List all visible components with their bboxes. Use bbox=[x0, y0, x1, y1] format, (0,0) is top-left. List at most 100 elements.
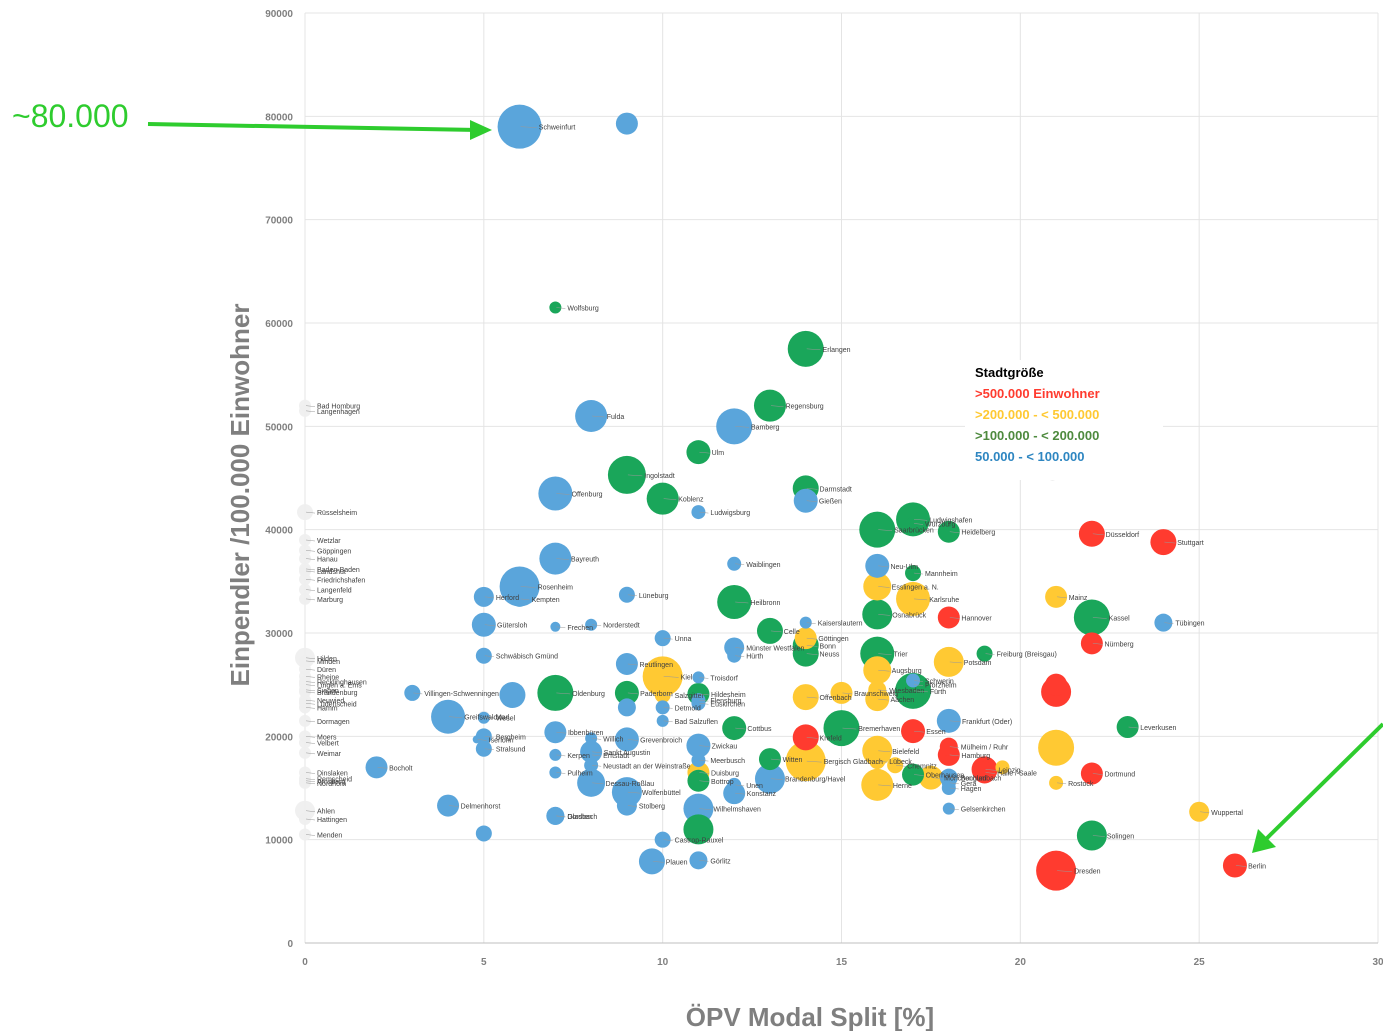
bubble-leader-line bbox=[699, 703, 709, 705]
bubble bbox=[918, 765, 943, 790]
bubble bbox=[475, 825, 492, 842]
bubble-label: Velbert bbox=[317, 741, 339, 748]
bubble-leader-line bbox=[735, 727, 746, 730]
bubble-label: Erlangen bbox=[823, 347, 851, 354]
bubble-leader-line bbox=[305, 752, 316, 755]
bubble-label: Oberhausen bbox=[926, 773, 965, 780]
bubble-leader-line bbox=[305, 668, 316, 671]
bubble bbox=[299, 552, 311, 565]
bubble-leader-line bbox=[770, 778, 783, 780]
bubble-leader-line bbox=[663, 637, 673, 640]
bubble-label: Regensburg bbox=[786, 404, 824, 411]
bubble-label: Delmenhorst bbox=[461, 804, 501, 811]
bubble bbox=[973, 761, 996, 784]
bubble-label: Bayreuth bbox=[571, 557, 599, 564]
bubble-label: Wiesbaden bbox=[889, 688, 924, 695]
bubble-leader-line bbox=[1200, 811, 1210, 814]
bubble-label: Baden-Baden bbox=[317, 567, 360, 574]
bubble-leader-line bbox=[556, 815, 566, 818]
bubble bbox=[299, 573, 311, 586]
bubble-leader-line bbox=[878, 565, 889, 568]
bubble-leader-line bbox=[699, 772, 710, 774]
bubble-leader-line bbox=[305, 550, 316, 552]
bubble bbox=[575, 400, 608, 432]
bubble-label: Mainz bbox=[1069, 595, 1088, 602]
bubble bbox=[683, 814, 714, 845]
bubble bbox=[299, 746, 311, 759]
y-tick-label: 70000 bbox=[265, 216, 293, 227]
bubble bbox=[793, 488, 818, 513]
bubble-leader-line bbox=[806, 500, 817, 502]
bubble-leader-line bbox=[305, 405, 316, 407]
bubble-leader-line bbox=[878, 750, 891, 753]
bubble-leader-line bbox=[484, 655, 494, 657]
x-tick-label: 10 bbox=[657, 957, 669, 968]
bubble-leader-line bbox=[305, 780, 316, 783]
bubble-leader-line bbox=[806, 637, 817, 640]
bubble-leader-line bbox=[806, 622, 816, 624]
bubble-leader-line bbox=[949, 782, 959, 785]
x-tick-label: 5 bbox=[481, 957, 487, 968]
legend-item-yellow: >200.000 - < 500.000 bbox=[975, 407, 1099, 422]
bubble-label: Hürth bbox=[746, 654, 763, 661]
bubble-label: Bocholt bbox=[389, 765, 412, 772]
bubble-leader-line bbox=[627, 692, 639, 695]
bubble-label: Kiel bbox=[681, 674, 693, 681]
bubble-leader-line bbox=[556, 493, 570, 495]
bubble-label: Berlin bbox=[1248, 864, 1266, 871]
bubble-label: Hannover bbox=[961, 616, 992, 623]
bubble-label: Bremerhaven bbox=[858, 726, 900, 733]
y-axis-ticks: 0 10000 20000 30000 40000 50000 60000 70000 8000… bbox=[265, 9, 293, 950]
bubble-leader-line bbox=[806, 760, 822, 763]
bubble bbox=[299, 683, 311, 696]
bubble-label: Herne bbox=[893, 783, 912, 790]
bubble-leader-line bbox=[1057, 782, 1067, 785]
bubble bbox=[299, 583, 311, 596]
bubble-label: Castrop-Rauxel bbox=[675, 838, 724, 845]
bubble-label: Recklinghausen bbox=[317, 680, 367, 687]
bubble bbox=[691, 753, 706, 768]
bubble-leader-line bbox=[1235, 865, 1247, 867]
bubble bbox=[471, 612, 496, 637]
bubble-label: Dinslaken bbox=[317, 771, 348, 778]
bubble bbox=[861, 768, 894, 801]
bubble-leader-line bbox=[663, 498, 677, 500]
bubble-leader-line bbox=[735, 426, 750, 428]
bubble-label: Menden bbox=[317, 833, 342, 840]
y-tick-label: 30000 bbox=[265, 629, 293, 640]
bubble-label: Heilbronn bbox=[750, 600, 780, 607]
bubble bbox=[691, 505, 706, 520]
bubble bbox=[1045, 673, 1068, 696]
bubble-leader-line bbox=[770, 758, 781, 761]
bubble-label: Düsseldorf bbox=[1106, 532, 1140, 539]
bubble-leader-line bbox=[449, 716, 463, 718]
bubble-label: Bottrop bbox=[711, 779, 734, 786]
bubble-label: Mönchengladbach bbox=[944, 776, 1001, 783]
bubble-leader-line bbox=[914, 730, 925, 733]
bubble-label: Darmstadt bbox=[820, 486, 852, 493]
bubble-leader-line bbox=[592, 624, 602, 626]
bubble-leader-line bbox=[484, 748, 494, 750]
bubble-label: Salzgitter bbox=[675, 693, 705, 700]
bubble-label: Trier bbox=[893, 652, 908, 659]
bubble-leader-line bbox=[663, 839, 673, 841]
bubble-leader-line bbox=[842, 692, 853, 695]
bubble-label: Grevenbroich bbox=[640, 737, 682, 744]
bubble-label: Hamm bbox=[317, 705, 338, 712]
bubble-leader-line bbox=[556, 731, 566, 734]
bubble-label: Friedrichshafen bbox=[317, 577, 365, 584]
bubble-leader-line bbox=[699, 808, 712, 810]
bubble-leader-line bbox=[699, 759, 709, 762]
annotation-text: ~80.000 bbox=[12, 98, 129, 134]
bubble-label: Waiblingen bbox=[746, 562, 780, 569]
bubble bbox=[792, 724, 819, 751]
bubble-leader-line bbox=[305, 689, 316, 692]
bubble bbox=[792, 684, 819, 711]
bubble-leader-line bbox=[949, 617, 960, 619]
bubble-label: Siegen bbox=[317, 688, 339, 695]
bubble-leader-line bbox=[735, 792, 745, 795]
x-tick-label: 30 bbox=[1372, 957, 1383, 968]
bubble-leader-line bbox=[652, 861, 664, 863]
bubble-leader-line bbox=[914, 523, 924, 525]
bubble bbox=[615, 653, 638, 675]
